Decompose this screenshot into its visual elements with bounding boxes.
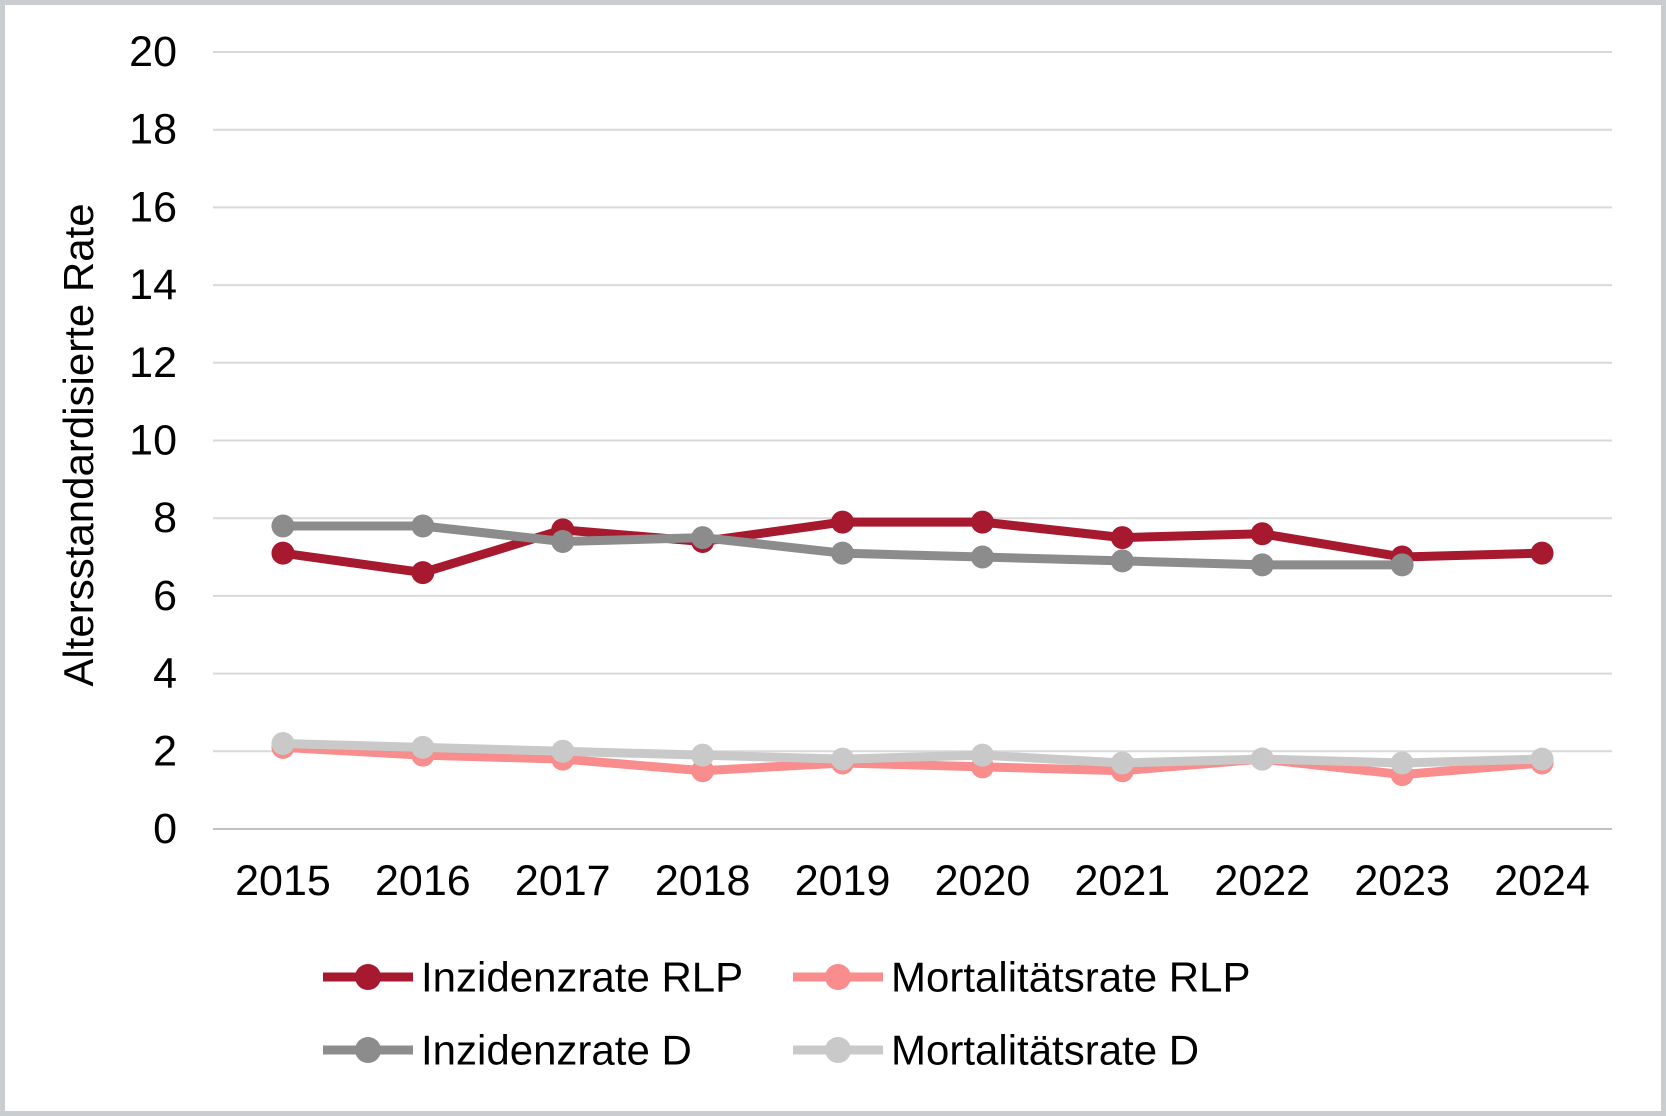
- data-point: [271, 514, 295, 538]
- data-point: [1110, 751, 1134, 775]
- y-tick-label: 20: [129, 28, 177, 76]
- x-tick-label: 2022: [1214, 857, 1310, 905]
- series-line: [282, 517, 1543, 578]
- data-point: [831, 541, 855, 565]
- y-axis-title: Altersstandardisierte Rate: [55, 203, 102, 686]
- y-tick-label: 2: [153, 727, 177, 775]
- x-tick-label: 2016: [375, 857, 471, 905]
- gridlines: [213, 51, 1612, 830]
- legend-marker-dot: [355, 1037, 381, 1063]
- data-point: [1110, 526, 1134, 550]
- data-point: [1390, 553, 1414, 577]
- data-point: [411, 514, 435, 538]
- data-point: [970, 743, 994, 767]
- legend-marker-dot: [825, 964, 851, 990]
- legend-label: Mortalitätsrate D: [891, 1027, 1199, 1074]
- legend-item: Inzidenzrate D: [323, 1027, 692, 1074]
- data-series: [271, 510, 1554, 787]
- data-point: [1250, 522, 1274, 546]
- x-tick-label: 2020: [935, 857, 1031, 905]
- x-tick-label: 2024: [1494, 857, 1590, 905]
- data-point: [271, 732, 295, 756]
- data-point: [970, 545, 994, 569]
- x-tick-label: 2019: [795, 857, 891, 905]
- x-tick-label: 2021: [1075, 857, 1171, 905]
- x-tick-label: 2015: [235, 857, 331, 905]
- y-tick-label: 12: [129, 339, 177, 387]
- x-tick-label: 2023: [1354, 857, 1450, 905]
- legend-item: Mortalitätsrate D: [793, 1027, 1199, 1074]
- legend-marker-dot: [825, 1037, 851, 1063]
- y-tick-label: 0: [153, 805, 177, 853]
- y-tick-label: 14: [129, 261, 177, 309]
- series-line: [282, 739, 1543, 768]
- y-tick-label: 16: [129, 183, 177, 231]
- y-axis-tick-labels: 0 2 4 6 8 10 12 14 16 18 20: [129, 28, 177, 853]
- data-point: [1530, 747, 1554, 771]
- data-point: [970, 510, 994, 534]
- x-tick-label: 2017: [515, 857, 611, 905]
- data-point: [551, 739, 575, 763]
- y-tick-label: 4: [153, 650, 177, 698]
- y-tick-label: 10: [129, 417, 177, 465]
- data-point: [691, 743, 715, 767]
- legend-label: Inzidenzrate RLP: [421, 954, 743, 1001]
- data-point: [1390, 751, 1414, 775]
- data-point: [1110, 549, 1134, 573]
- data-point: [551, 530, 575, 554]
- data-point: [271, 541, 295, 565]
- legend: Inzidenzrate RLP Mortalitätsrate RLP Inzid…: [323, 954, 1250, 1074]
- y-tick-label: 6: [153, 572, 177, 620]
- legend-label: Mortalitätsrate RLP: [891, 954, 1250, 1001]
- data-point: [1250, 747, 1274, 771]
- legend-item: Mortalitätsrate RLP: [793, 954, 1250, 1001]
- legend-marker-dot: [355, 964, 381, 990]
- legend-item: Inzidenzrate RLP: [323, 954, 743, 1001]
- data-point: [1530, 541, 1554, 565]
- line-chart: 0 2 4 6 8 10 12 14 16 18 20 Altersstandardisierte …: [55, 28, 1612, 1074]
- series-line: [282, 742, 1543, 780]
- data-point: [411, 561, 435, 585]
- x-tick-label: 2018: [655, 857, 751, 905]
- y-tick-label: 8: [153, 494, 177, 542]
- data-point: [411, 735, 435, 759]
- legend-label: Inzidenzrate D: [421, 1027, 692, 1074]
- x-axis-tick-labels: 2015 2016 2017 2018 2019 2020 2021 2022 2023 2024: [235, 857, 1590, 905]
- data-point: [691, 526, 715, 550]
- data-point: [1250, 553, 1274, 577]
- y-tick-label: 18: [129, 106, 177, 154]
- data-point: [831, 747, 855, 771]
- data-point: [831, 510, 855, 534]
